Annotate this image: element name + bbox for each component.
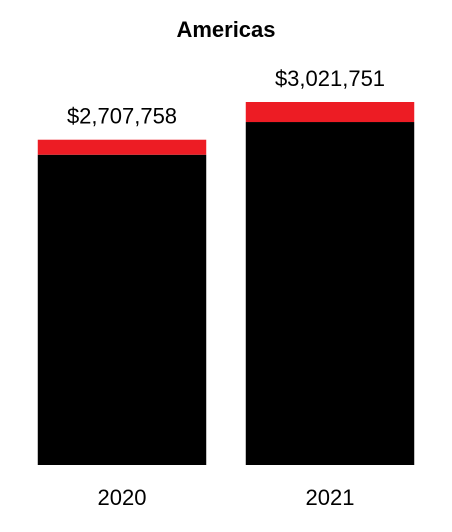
bar-segment — [37, 154, 207, 466]
x-tick-label: 2020 — [98, 485, 147, 510]
chart-title: Americas — [176, 17, 275, 42]
total-label: $2,707,758 — [67, 104, 177, 129]
bar-segment — [245, 122, 415, 466]
total-label: $3,021,751 — [275, 66, 385, 91]
bar-segment — [245, 102, 415, 123]
x-tick-label: 2021 — [306, 485, 355, 510]
bar-segment — [37, 139, 207, 155]
